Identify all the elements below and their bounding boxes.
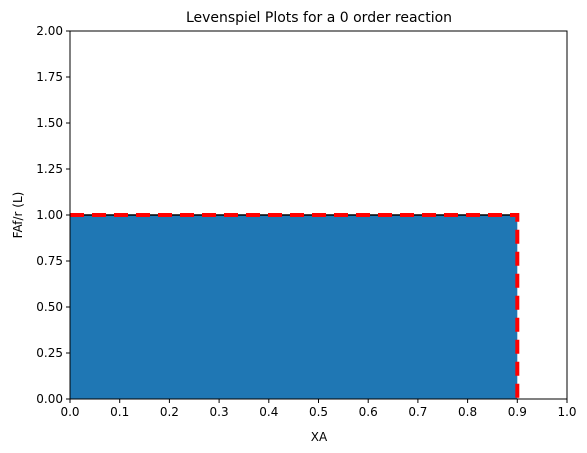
x-tick-label: 0.7 [408,405,427,419]
plot-area [69,30,568,400]
y-tick-label: 2.00 [36,24,63,38]
x-tick-label: 0.2 [160,405,179,419]
area-fill-0 [70,215,518,399]
y-tick-label: 0.00 [36,392,63,406]
x-tick-label: 0.8 [458,405,477,419]
y-tick-label: 1.00 [36,208,63,222]
y-tick-label: 0.25 [36,346,63,360]
x-tick-label: 0.4 [259,405,278,419]
x-tick-label: 1.0 [557,405,576,419]
x-axis-label: XA [311,430,328,444]
chart-title: Levenspiel Plots for a 0 order reaction [186,10,452,26]
x-tick-label: 0.1 [110,405,129,419]
y-tick-label: 0.50 [36,300,63,314]
x-tick-label: 0.3 [210,405,229,419]
x-tick-label: 0.6 [359,405,378,419]
y-tick-label: 0.75 [36,254,63,268]
y-tick-label: 1.25 [36,162,63,176]
y-axis-label: FAf/r (L) [11,192,25,239]
y-axis: 0.00 0.25 0.50 0.75 1.00 1.25 1.50 1.75 2.00 [36,24,70,406]
y-tick-label: 1.50 [36,116,63,130]
x-tick-label: 0.9 [508,405,527,419]
y-tick-label: 1.75 [36,70,63,84]
x-tick-label: 0.5 [309,405,328,419]
x-axis: 0.0 0.1 0.2 0.3 0.4 0.5 0.6 0.7 0.8 0.9 1.0 [60,399,577,419]
x-tick-label: 0.0 [60,405,79,419]
dashed-line-1 [70,213,520,399]
